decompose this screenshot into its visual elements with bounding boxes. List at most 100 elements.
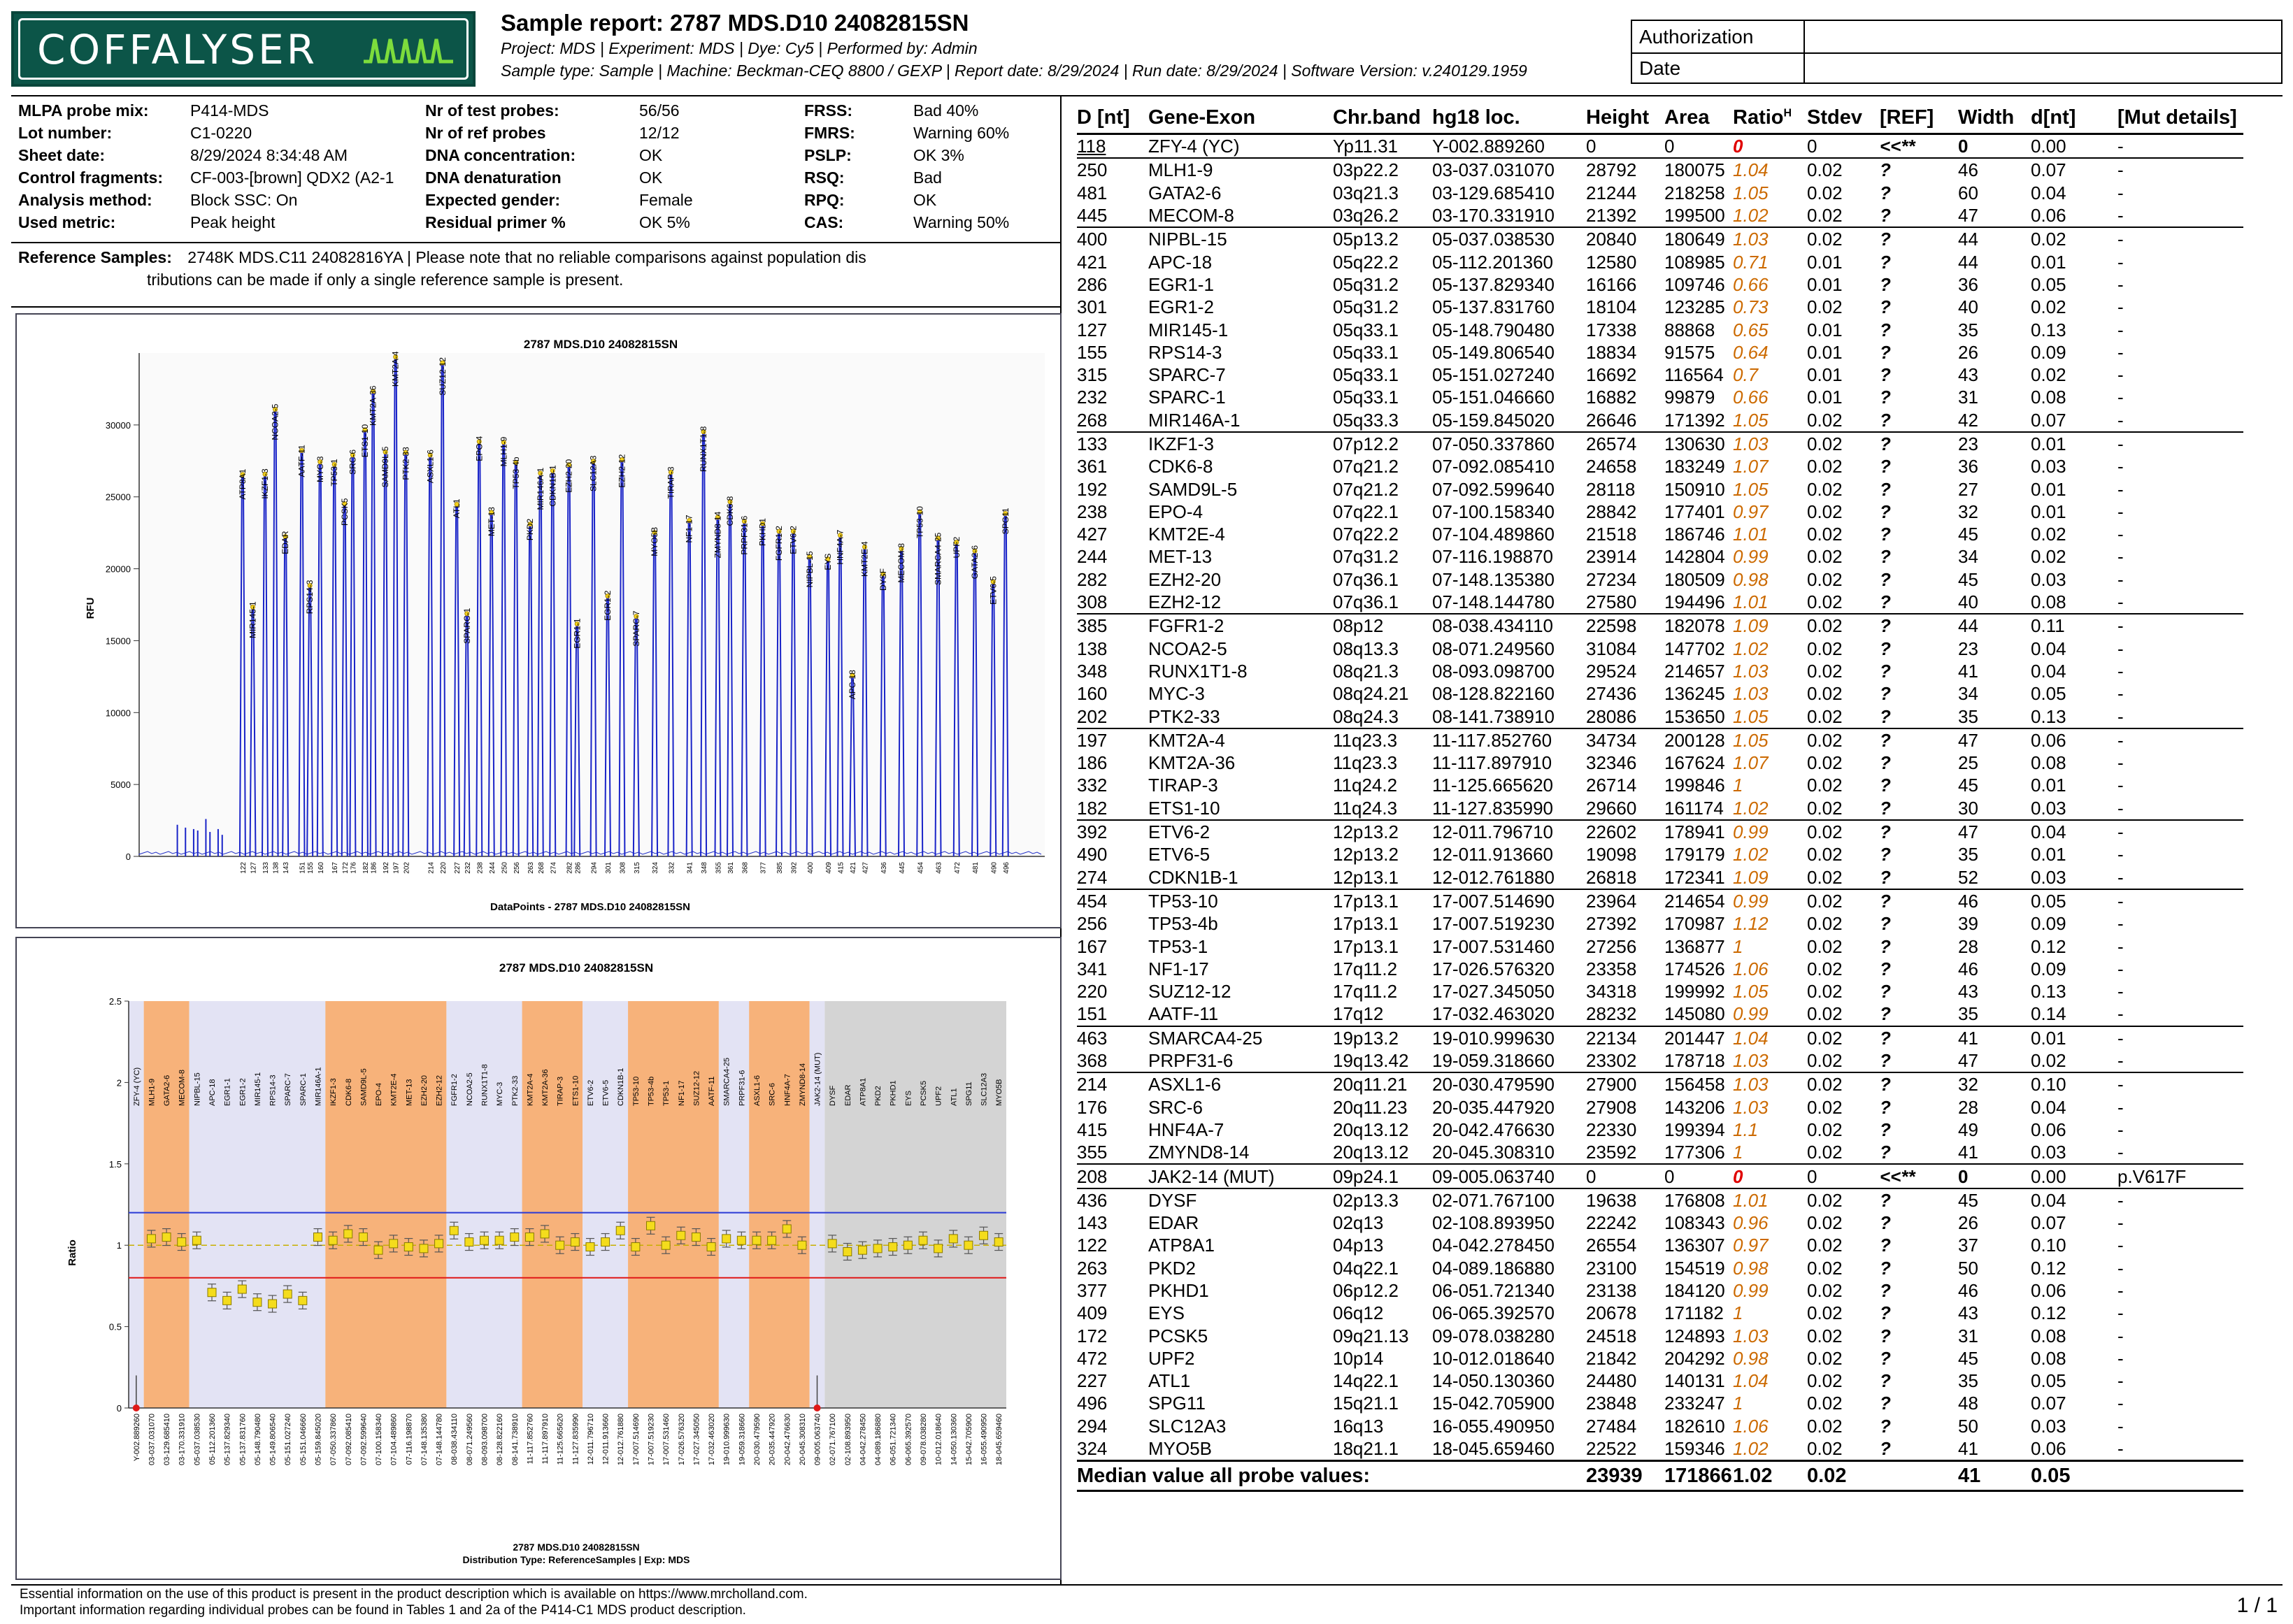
table-cell: 0 — [1958, 133, 2031, 159]
table-cell: GATA2-6 — [1148, 182, 1222, 203]
info-label: Nr of test probes: — [425, 101, 559, 120]
ratio-location-label: 17-027.345050 — [692, 1414, 701, 1465]
table-cell: 18104 — [1586, 296, 1637, 318]
ratio-point — [691, 1233, 701, 1242]
info-label: Lot number: — [18, 123, 113, 142]
table-cell: ? — [1880, 1438, 1891, 1460]
ratio-probe-label: DYSF — [829, 1085, 837, 1106]
table-cell: 0.03 — [2031, 456, 2066, 477]
ratio-probe-label: NIPBL-15 — [193, 1072, 201, 1106]
table-cell: ? — [1880, 1325, 1891, 1346]
peak-label: SMARCA4-25 — [934, 532, 943, 585]
peak-marker — [668, 469, 673, 475]
table-cell: 17p13.1 — [1333, 888, 1432, 913]
table-cell: ? — [1880, 409, 1891, 431]
table-row: 282 EZH2-20 07q36.1 07-148.135380 27234 18050… — [1077, 568, 2243, 591]
table-row: 409 EYS 06q12 06-065.392570 20678 171182 1 0.02… — [1077, 1302, 2243, 1324]
table-cell: 26554 — [1586, 1235, 1637, 1256]
ratio-location-label: 03-170.331910 — [178, 1414, 187, 1465]
peak-size-label: 172 — [342, 862, 350, 874]
table-cell: ? — [1880, 705, 1891, 727]
table-cell: - — [2117, 752, 2124, 774]
table-cell: 05-151.027240 — [1432, 364, 1555, 386]
info-label: Control fragments: — [18, 168, 163, 187]
table-cell: 1.09 — [1733, 613, 1807, 638]
table-cell: - — [2117, 273, 2124, 295]
info-value: Female — [639, 190, 693, 209]
table-cell: 07q36.1 — [1333, 591, 1399, 613]
table-cell: 214 — [1077, 1072, 1148, 1096]
table-cell: 0.09 — [2031, 341, 2066, 363]
table-cell: 0.66 — [1733, 273, 1769, 295]
ratio-point — [631, 1242, 641, 1252]
table-cell: 05q31.2 — [1333, 273, 1399, 295]
ratio-probe-label: ASXL1-6 — [753, 1075, 762, 1106]
table-cell: 415 — [1077, 1119, 1108, 1140]
table-cell: 45 — [1958, 524, 1978, 545]
peak-size-label: 263 — [527, 862, 535, 874]
table-cell: ? — [1880, 775, 1891, 796]
table-cell: - — [2117, 1187, 2243, 1212]
table-cell: 23592 — [1586, 1142, 1637, 1163]
table-cell: 35 — [1958, 1003, 1978, 1025]
table-cell: ? — [1880, 913, 1891, 935]
peak-size-label: 301 — [605, 862, 613, 874]
table-cell: 23138 — [1586, 1279, 1637, 1301]
table-cell: 0.05 — [2031, 683, 2066, 705]
table-cell: 0 — [1586, 1163, 1664, 1188]
peak-label: MIR145-1 — [248, 601, 258, 638]
ratio-point — [615, 1226, 625, 1235]
table-row: 118 ZFY-4 (YC) Yp11.31 Y-002.889260 0 0 0 0 <<**… — [1077, 133, 2243, 159]
info-label: RSQ: — [804, 168, 845, 187]
table-cell: 145080 — [1664, 1003, 1725, 1025]
table-cell: 46 — [1958, 157, 2031, 182]
peak-size-label: 143 — [283, 862, 290, 874]
table-cell: 08q24.21 — [1333, 683, 1409, 705]
table-cell: 16692 — [1586, 364, 1637, 386]
peak-marker — [403, 450, 408, 455]
table-row: 301 EGR1-2 05q31.2 05-137.831760 18104 123285… — [1077, 296, 2243, 318]
table-row: 155 RPS14-3 05q33.1 05-149.806540 18834 91575… — [1077, 341, 2243, 364]
table-cell: ? — [1880, 205, 1891, 227]
info-value: Block SSC: On — [190, 190, 298, 209]
table-cell: 176808 — [1664, 1187, 1733, 1212]
ratio-point — [903, 1240, 913, 1250]
table-cell: 0.02 — [1807, 227, 1880, 251]
ratio-probe-label: MLH1-9 — [148, 1079, 156, 1106]
table-cell: 05-137.831760 — [1432, 296, 1555, 318]
median-cell: 0.05 — [2031, 1460, 2117, 1493]
column-header-label: [Mut details] — [2117, 106, 2237, 129]
table-cell: 0.00 — [2031, 133, 2117, 159]
table-cell: 0.02 — [1807, 1393, 1843, 1414]
table-row: 263 PKD2 04q22.1 04-089.186880 23100 154519 0.… — [1077, 1257, 2243, 1279]
ratio-point — [343, 1229, 353, 1239]
peak-label: UPF2 — [952, 536, 962, 558]
table-cell: EGR1-2 — [1148, 296, 1214, 318]
table-cell: 0.02 — [1807, 1370, 1843, 1392]
table-cell: 40 — [1958, 591, 1978, 613]
ratio-probe-label: MET-13 — [405, 1079, 413, 1106]
table-cell: 17-026.576320 — [1432, 958, 1555, 979]
table-cell: 07q31.2 — [1333, 546, 1399, 568]
table-cell: 490 — [1077, 844, 1108, 865]
ratio-probe-label: NCOA2-5 — [466, 1072, 474, 1106]
table-cell: 34734 — [1586, 727, 1664, 752]
table-cell: 27234 — [1586, 568, 1637, 590]
table-cell: 05-137.829340 — [1432, 273, 1555, 295]
table-cell: 0.01 — [2031, 431, 2117, 456]
peak-marker — [790, 529, 796, 534]
ratio-probe-label: TP53-10 — [632, 1077, 641, 1106]
table-cell: 0.02 — [1807, 431, 1880, 456]
table-cell: ? — [1880, 387, 1891, 408]
median-cell: 41 — [1958, 1460, 2031, 1493]
table-cell: 08-071.249560 — [1432, 638, 1555, 659]
table-cell: ? — [1880, 546, 1891, 568]
table-cell: 0.01 — [1807, 273, 1843, 295]
table-cell: 41 — [1958, 660, 1978, 682]
table-cell: 341 — [1077, 958, 1108, 979]
table-cell: 08-093.098700 — [1432, 660, 1555, 682]
table-cell: KMT2A-4 — [1148, 727, 1333, 752]
table-cell: TP53-4b — [1148, 913, 1218, 935]
table-cell: ETV6-5 — [1148, 844, 1210, 865]
peak-chart-title: 2787 MDS.D10 24082815SN — [524, 338, 678, 351]
